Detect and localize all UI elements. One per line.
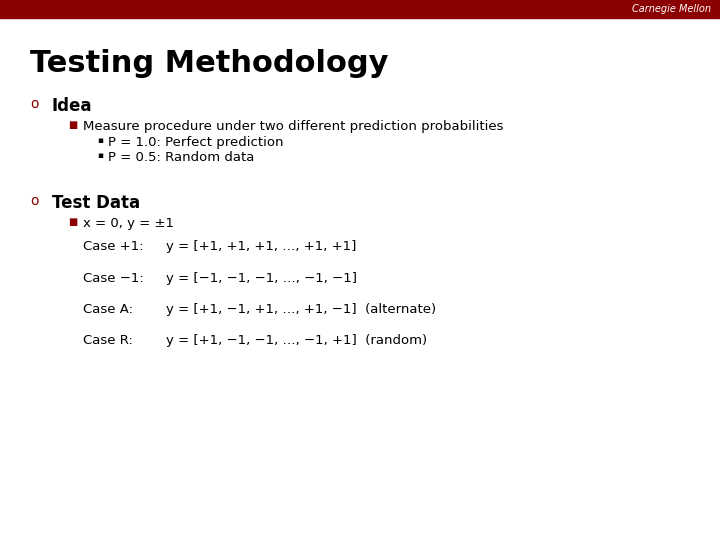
Text: Case A:: Case A:: [83, 303, 132, 316]
Text: P = 1.0: Perfect prediction: P = 1.0: Perfect prediction: [108, 136, 284, 149]
Text: ■: ■: [68, 120, 78, 131]
Text: Case −1:: Case −1:: [83, 272, 143, 285]
Text: y = [+1, −1, −1, …, −1, +1]  (random): y = [+1, −1, −1, …, −1, +1] (random): [166, 334, 427, 347]
Text: Testing Methodology: Testing Methodology: [30, 49, 389, 78]
Text: ▪: ▪: [97, 151, 104, 160]
Text: P = 0.5: Random data: P = 0.5: Random data: [108, 151, 254, 164]
Text: o: o: [30, 194, 39, 208]
Text: Idea: Idea: [52, 97, 92, 115]
Text: y = [+1, +1, +1, …, +1, +1]: y = [+1, +1, +1, …, +1, +1]: [166, 240, 356, 253]
Text: x = 0, y = ±1: x = 0, y = ±1: [83, 217, 174, 230]
Text: y = [+1, −1, +1, …, +1, −1]  (alternate): y = [+1, −1, +1, …, +1, −1] (alternate): [166, 303, 436, 316]
Text: Case R:: Case R:: [83, 334, 132, 347]
Text: Test Data: Test Data: [52, 194, 140, 212]
Text: y = [−1, −1, −1, …, −1, −1]: y = [−1, −1, −1, …, −1, −1]: [166, 272, 356, 285]
Text: Case +1:: Case +1:: [83, 240, 143, 253]
Text: ■: ■: [68, 217, 78, 227]
Text: Measure procedure under two different prediction probabilities: Measure procedure under two different pr…: [83, 120, 503, 133]
Text: Carnegie Mellon: Carnegie Mellon: [632, 4, 711, 14]
Text: ▪: ▪: [97, 136, 104, 145]
Text: o: o: [30, 97, 39, 111]
